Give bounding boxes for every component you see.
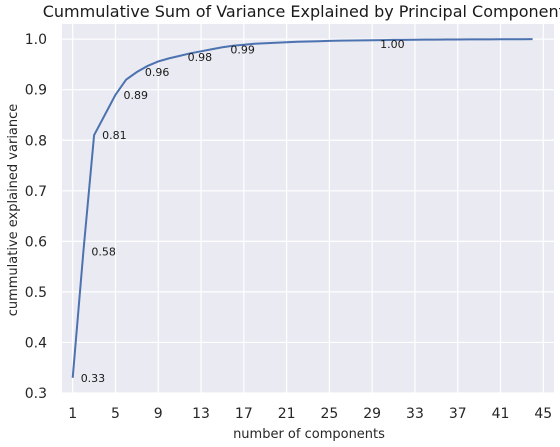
chart-title: Cummulative Sum of Variance Explained by… [43, 2, 560, 21]
x-tick-label: 37 [449, 406, 467, 422]
y-axis-label: cummulative explained variance [6, 104, 21, 317]
x-tick-label: 13 [192, 406, 210, 422]
data-label: 0.58 [91, 245, 116, 258]
plot-area [62, 24, 554, 393]
x-tick-label: 21 [278, 406, 296, 422]
x-tick-label: 41 [492, 406, 510, 422]
data-label: 0.98 [188, 51, 213, 64]
x-tick-label: 5 [111, 406, 120, 422]
data-label: 0.96 [145, 66, 170, 79]
y-tick-label: 0.3 [25, 386, 47, 402]
x-tick-label: 1 [68, 406, 77, 422]
x-tick-label: 45 [534, 406, 552, 422]
series-line [71, 38, 533, 378]
x-tick-label: 29 [363, 406, 381, 422]
data-label: 0.33 [81, 372, 106, 385]
x-axis-label: number of components [233, 427, 385, 442]
data-label: 0.89 [123, 89, 148, 102]
x-tick-label: 9 [154, 406, 163, 422]
y-tick-label: 1.0 [25, 32, 47, 48]
data-label: 0.81 [102, 129, 127, 142]
y-tick-label: 0.9 [25, 83, 47, 99]
gridlines [62, 24, 554, 394]
data-label: 1.00 [380, 38, 405, 51]
y-tick-label: 0.6 [25, 234, 47, 250]
annotations: 0.33 0.58 0.81 0.89 0.96 0.98 0.99 1.00 [81, 38, 405, 385]
x-tick-label: 33 [406, 406, 424, 422]
x-tick-label: 17 [235, 406, 253, 422]
x-tick-label: 25 [320, 406, 338, 422]
data-label: 0.99 [230, 43, 255, 56]
y-tick-label: 0.5 [25, 285, 47, 301]
y-tick-label: 0.7 [25, 184, 47, 200]
y-tick-label: 0.8 [25, 133, 47, 149]
tick-labels: 1 5 9 13 17 21 25 29 33 37 41 45 0.3 0.4 0.5 0.6 0.7 0.8 0… [25, 32, 552, 422]
y-tick-label: 0.4 [25, 335, 47, 351]
